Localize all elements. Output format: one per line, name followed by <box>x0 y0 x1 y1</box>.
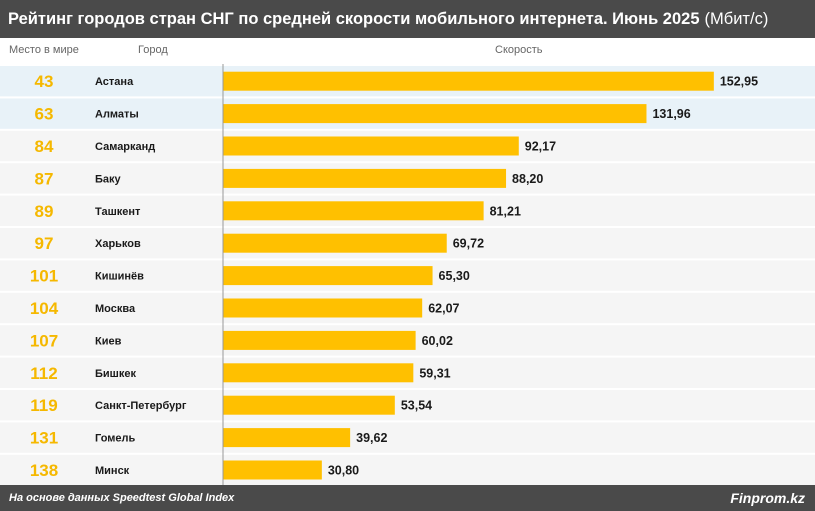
bar <box>223 233 447 253</box>
value-label: 39,62 <box>356 431 387 445</box>
footer-brand: Finprom.kz <box>730 490 805 506</box>
rank-label: 101 <box>30 267 58 286</box>
table-row <box>0 454 815 486</box>
footer-bar: На основе данных Speedtest Global Index … <box>0 485 815 511</box>
value-label: 59,31 <box>419 366 450 380</box>
rank-label: 87 <box>35 169 54 188</box>
value-label: 60,02 <box>422 334 453 348</box>
value-label: 65,30 <box>439 269 470 283</box>
value-label: 92,17 <box>525 140 556 154</box>
city-label: Астана <box>95 76 134 88</box>
bar <box>223 71 714 91</box>
bar <box>223 266 433 286</box>
rank-label: 104 <box>30 299 59 318</box>
bar <box>223 395 395 415</box>
city-label: Самарканд <box>95 141 155 153</box>
value-label: 81,21 <box>490 204 521 218</box>
rank-label: 119 <box>30 396 57 415</box>
value-label: 69,72 <box>453 237 484 251</box>
value-label: 30,80 <box>328 464 359 478</box>
rank-label: 97 <box>35 234 54 253</box>
rank-label: 138 <box>30 461 58 480</box>
city-label: Гомель <box>95 433 136 445</box>
value-label: 152,95 <box>720 75 758 89</box>
value-label: 62,07 <box>428 302 459 316</box>
bar <box>223 428 351 448</box>
bar <box>223 136 519 156</box>
city-label: Минск <box>95 465 130 477</box>
bar <box>223 201 484 221</box>
chart-title: Рейтинг городов стран СНГ по средней ско… <box>8 9 700 28</box>
bar <box>223 460 322 480</box>
bar <box>223 298 423 318</box>
column-header-speed: Скорость <box>495 44 543 56</box>
footer-source: На основе данных Speedtest Global Index <box>9 492 235 504</box>
value-label: 131,96 <box>652 107 690 121</box>
city-label: Кишинёв <box>95 271 144 283</box>
bar <box>223 168 507 188</box>
chart-title-bar: Рейтинг городов стран СНГ по средней ско… <box>0 0 815 38</box>
column-header-city: Город <box>138 44 168 56</box>
city-label: Баку <box>95 173 122 185</box>
city-label: Харьков <box>95 238 141 250</box>
rank-label: 43 <box>35 72 54 91</box>
city-label: Ташкент <box>95 206 141 218</box>
rank-label: 84 <box>35 137 54 156</box>
city-label: Москва <box>95 303 136 315</box>
city-label: Киев <box>95 335 122 347</box>
city-label: Алматы <box>95 109 139 121</box>
rank-label: 89 <box>35 202 54 221</box>
chart-unit: (Мбит/с) <box>704 9 769 28</box>
column-header-rank: Место в мире <box>9 44 79 56</box>
city-label: Санкт-Петербург <box>95 400 187 412</box>
bar <box>223 363 414 383</box>
table-row <box>0 422 815 453</box>
bar <box>223 104 647 124</box>
city-label: Бишкек <box>95 368 136 380</box>
rank-label: 112 <box>30 364 57 383</box>
value-label: 53,54 <box>401 399 432 413</box>
table-row <box>0 390 815 421</box>
rank-label: 107 <box>30 331 58 350</box>
value-label: 88,20 <box>512 172 543 186</box>
bar <box>223 330 416 350</box>
rank-label: 131 <box>30 429 58 448</box>
rank-label: 63 <box>35 105 54 124</box>
